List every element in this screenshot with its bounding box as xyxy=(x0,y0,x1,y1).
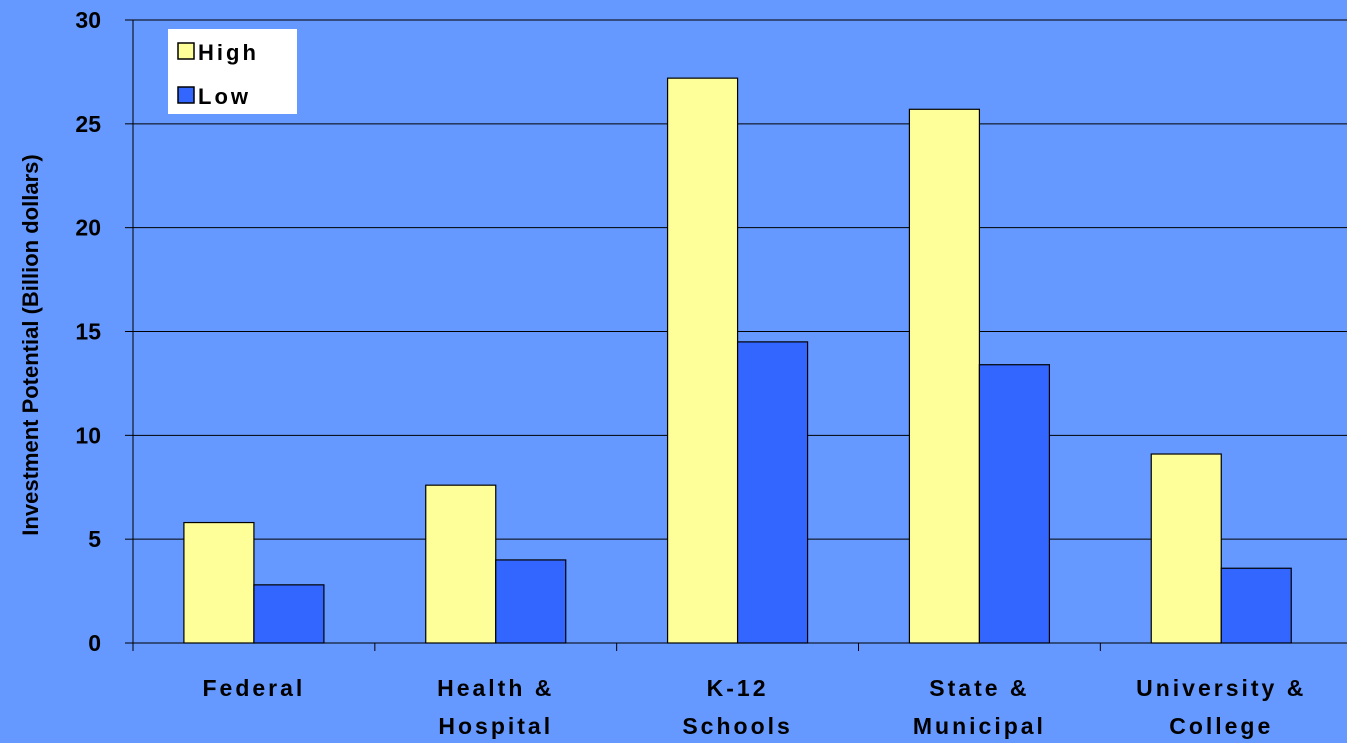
bar-high xyxy=(425,484,497,644)
y-tick-label: 5 xyxy=(88,526,101,552)
axes xyxy=(125,19,1347,651)
y-axis-title: Investment Potential (Billion dollars) xyxy=(18,154,43,535)
bar-high xyxy=(908,108,981,644)
bar-high xyxy=(1150,453,1222,644)
gridlines xyxy=(133,19,1347,540)
y-tick-label: 25 xyxy=(75,111,101,137)
bar-low xyxy=(736,341,809,644)
x-category-label: College xyxy=(1169,713,1273,739)
legend-label-high: High xyxy=(198,40,259,65)
legend-swatch-high xyxy=(177,42,195,60)
tick-labels: 0 5 10 15 20 25 30 Federal Health & Hospital K-12 S… xyxy=(75,7,1306,739)
bars xyxy=(183,77,1292,644)
x-category-label: University & xyxy=(1136,675,1306,701)
x-category-label: Health & xyxy=(437,675,554,701)
legend-swatch-low xyxy=(177,86,195,104)
x-category-label: Hospital xyxy=(438,713,553,739)
bar-high xyxy=(666,77,739,644)
x-category-label: Municipal xyxy=(913,713,1046,739)
y-tick-label: 0 xyxy=(88,630,101,656)
y-tick-label: 30 xyxy=(75,7,101,33)
y-tick-label: 10 xyxy=(75,422,101,448)
bar-low xyxy=(978,364,1051,644)
bar-high xyxy=(183,521,255,644)
x-category-label: Schools xyxy=(682,713,792,739)
y-tick-label: 15 xyxy=(75,319,101,345)
x-category-label: Federal xyxy=(203,675,306,701)
legend-label-low: Low xyxy=(198,84,251,109)
bar-low xyxy=(1220,567,1292,644)
bar-low xyxy=(495,559,567,644)
x-category-label: State & xyxy=(929,675,1029,701)
y-tick-label: 20 xyxy=(75,215,101,241)
legend: High Low xyxy=(168,29,297,114)
bar-low xyxy=(253,584,325,644)
x-category-label: K-12 xyxy=(707,675,769,701)
